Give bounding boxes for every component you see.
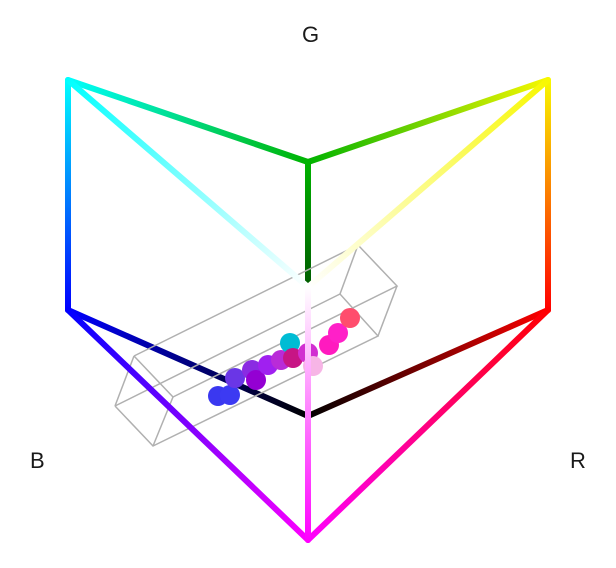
scatter-point-1 — [220, 385, 240, 405]
scatter-point-2 — [225, 368, 245, 388]
cube-edge-green-yellow — [308, 80, 548, 162]
scatter-point-13 — [340, 308, 360, 328]
cube-edge-cyan-white — [68, 80, 308, 287]
cube-edge-green-cyan — [68, 80, 308, 162]
cube-edge-yellow-white — [308, 80, 548, 287]
rgb-cube-diagram — [0, 0, 616, 568]
cube-edge-red-magenta — [308, 310, 548, 540]
cube-edge-blue-magenta — [68, 310, 308, 540]
